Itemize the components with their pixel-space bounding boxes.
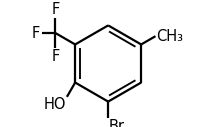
Text: CH₃: CH₃ bbox=[156, 29, 184, 44]
Text: Br: Br bbox=[109, 119, 125, 127]
Text: F: F bbox=[31, 26, 39, 41]
Text: F: F bbox=[51, 2, 59, 17]
Text: F: F bbox=[51, 49, 59, 64]
Text: HO: HO bbox=[44, 98, 66, 113]
